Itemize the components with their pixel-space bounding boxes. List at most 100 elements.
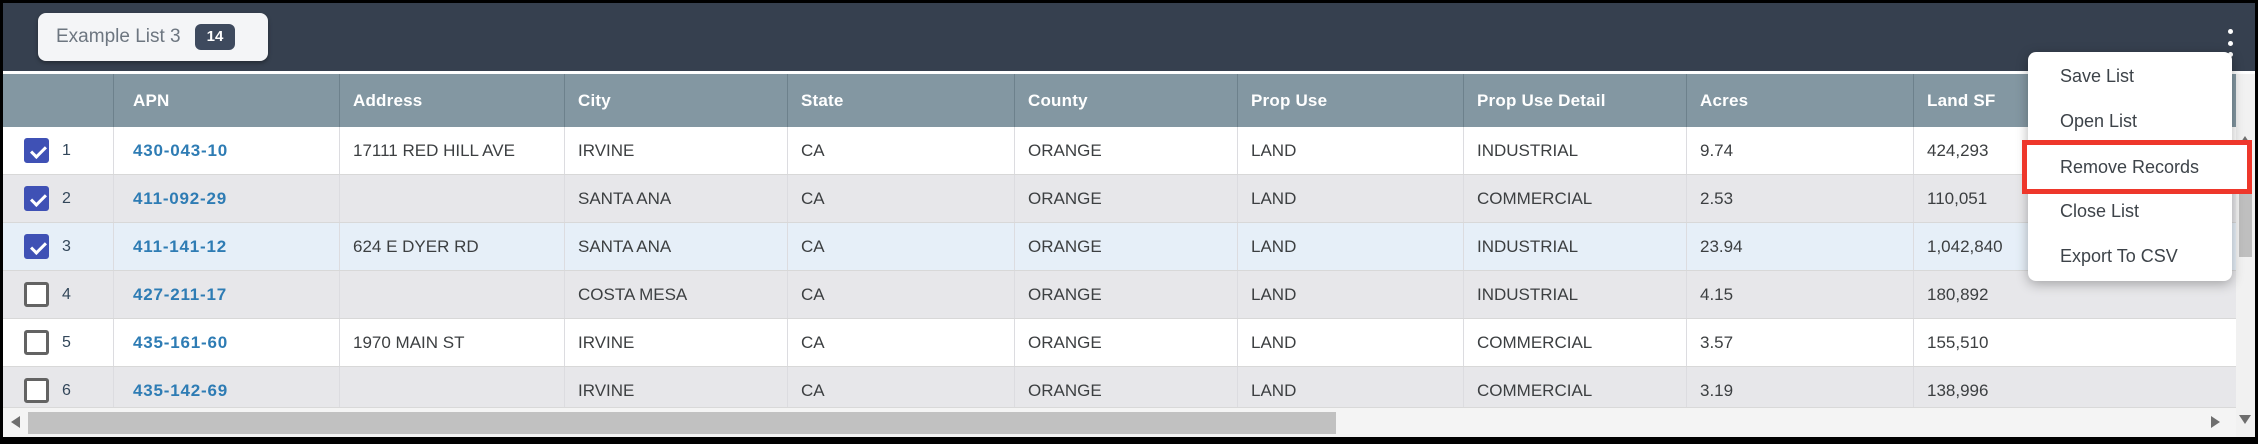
- row-select-cell: 1: [3, 127, 114, 174]
- cell-apn: 430-043-10: [114, 127, 340, 174]
- table-row: 3 411-141-12 624 E DYER RD SANTA ANA CA …: [3, 223, 2236, 271]
- cell-address: 624 E DYER RD: [340, 223, 565, 270]
- apn-link[interactable]: 430-043-10: [133, 140, 228, 160]
- table-row: 5 435-161-60 1970 MAIN ST IRVINE CA ORAN…: [3, 319, 2236, 367]
- column-header-land-sf[interactable]: Land SF: [1927, 90, 1996, 110]
- horizontal-scrollbar[interactable]: [3, 407, 2236, 437]
- column-header-select[interactable]: [3, 74, 114, 127]
- menu-item[interactable]: Close List: [2028, 189, 2232, 234]
- cell-city: COSTA MESA: [565, 271, 788, 318]
- cell-state: CA: [788, 319, 1015, 366]
- menu-item-label: Remove Records: [2060, 156, 2200, 177]
- cell-prop-use: LAND: [1238, 175, 1464, 222]
- menu-item-label: Export To CSV: [2060, 246, 2178, 266]
- cell-land-sf: 110,051: [1927, 188, 1988, 208]
- column-header-acres[interactable]: Acres: [1687, 74, 1914, 127]
- cell-apn: 411-092-29: [114, 175, 340, 222]
- column-header-address[interactable]: Address: [340, 74, 565, 127]
- menu-item-label: Close List: [2060, 201, 2140, 221]
- cell-land-sf: 180,892: [1927, 284, 1989, 304]
- column-header-apn[interactable]: APN: [114, 74, 340, 127]
- menu-item[interactable]: Open List: [2028, 99, 2232, 144]
- cell-acres: 4.15: [1687, 271, 1914, 318]
- cell-prop-use-detail: INDUSTRIAL: [1464, 271, 1687, 318]
- apn-link[interactable]: 435-161-60: [133, 332, 228, 352]
- cell-land-sf: 138,996: [1927, 380, 1989, 400]
- column-header-county[interactable]: County: [1015, 74, 1238, 127]
- cell-state: CA: [788, 271, 1015, 318]
- table-body: 1 430-043-10 17111 RED HILL AVE IRVINE C…: [3, 127, 2236, 407]
- cell-prop-use-detail: INDUSTRIAL: [1464, 127, 1687, 174]
- row-select-cell: 3: [3, 223, 114, 270]
- cell-land-sf: 424,293: [1927, 140, 1989, 160]
- horizontal-scrollbar-thumb[interactable]: [28, 412, 1336, 434]
- cell-city: SANTA ANA: [565, 223, 788, 270]
- list-options-menu: Save List Open List Remove Records Close…: [2022, 52, 2252, 281]
- table-row: 4 427-211-17 COSTA MESA CA ORANGE LAND I…: [3, 271, 2236, 319]
- cell-address: [340, 271, 565, 318]
- menu-item[interactable]: Remove Records: [2022, 140, 2252, 194]
- row-number: 6: [62, 381, 71, 399]
- cell-apn: 435-161-60: [114, 319, 340, 366]
- row-select-cell: 4: [3, 271, 114, 318]
- table-row: 6 435-142-69 IRVINE CA ORANGE LAND COMME…: [3, 367, 2236, 407]
- cell-address: [340, 175, 565, 222]
- column-header-city[interactable]: City: [565, 74, 788, 127]
- row-select-cell: 5: [3, 319, 114, 366]
- table-row: 1 430-043-10 17111 RED HILL AVE IRVINE C…: [3, 127, 2236, 175]
- cell-prop-use: LAND: [1238, 367, 1464, 407]
- apn-link[interactable]: 427-211-17: [133, 284, 228, 304]
- cell-address: 1970 MAIN ST: [340, 319, 565, 366]
- menu-item-label: Save List: [2060, 66, 2135, 86]
- top-toolbar: Example List 3 14: [3, 3, 2255, 71]
- cell-acres: 3.57: [1687, 319, 1914, 366]
- cell-acres: 23.94: [1687, 223, 1914, 270]
- scroll-down-icon[interactable]: [2239, 415, 2251, 424]
- row-number: 2: [62, 189, 71, 207]
- cell-county: ORANGE: [1015, 175, 1238, 222]
- cell-land-sf: 1,042,840: [1927, 236, 2003, 256]
- row-checkbox[interactable]: [24, 234, 49, 259]
- column-header-prop-use-detail[interactable]: Prop Use Detail: [1464, 74, 1687, 127]
- cell-prop-use: LAND: [1238, 319, 1464, 366]
- menu-item[interactable]: Export To CSV: [2028, 234, 2232, 279]
- row-number: 1: [62, 141, 71, 159]
- list-tab-label: Example List 3: [56, 26, 181, 47]
- row-select-cell: 6: [3, 367, 114, 407]
- row-select-cell: 2: [3, 175, 114, 222]
- column-header-state[interactable]: State: [788, 74, 1015, 127]
- list-tab[interactable]: Example List 3 14: [38, 13, 268, 61]
- cell-apn: 411-141-12: [114, 223, 340, 270]
- cell-state: CA: [788, 127, 1015, 174]
- vertical-scrollbar[interactable]: [2236, 74, 2255, 437]
- cell-prop-use: LAND: [1238, 223, 1464, 270]
- apn-link[interactable]: 411-141-12: [133, 236, 228, 256]
- cell-state: CA: [788, 175, 1015, 222]
- row-checkbox[interactable]: [24, 186, 49, 211]
- row-number: 4: [62, 285, 71, 303]
- cell-land-sf: 155,510: [1927, 332, 1989, 352]
- scroll-left-icon[interactable]: [11, 416, 20, 428]
- cell-apn: 435-142-69: [114, 367, 340, 407]
- scroll-right-icon[interactable]: [2211, 416, 2220, 428]
- cell-address: [340, 367, 565, 407]
- cell-acres: 2.53: [1687, 175, 1914, 222]
- apn-link[interactable]: 411-092-29: [133, 188, 228, 208]
- row-checkbox[interactable]: [24, 282, 49, 307]
- row-checkbox[interactable]: [24, 138, 49, 163]
- column-header-prop-use[interactable]: Prop Use: [1238, 74, 1464, 127]
- cell-county: ORANGE: [1015, 271, 1238, 318]
- cell-prop-use-detail: COMMERCIAL: [1464, 175, 1687, 222]
- cell-state: CA: [788, 223, 1015, 270]
- cell-city: SANTA ANA: [565, 175, 788, 222]
- cell-county: ORANGE: [1015, 319, 1238, 366]
- cell-prop-use: LAND: [1238, 127, 1464, 174]
- menu-item-label: Open List: [2060, 111, 2138, 131]
- cell-county: ORANGE: [1015, 223, 1238, 270]
- apn-link[interactable]: 435-142-69: [133, 380, 228, 400]
- row-checkbox[interactable]: [24, 378, 49, 403]
- record-count-badge: 14: [194, 24, 236, 50]
- cell-state: CA: [788, 367, 1015, 407]
- menu-item[interactable]: Save List: [2028, 54, 2232, 99]
- row-checkbox[interactable]: [24, 330, 49, 355]
